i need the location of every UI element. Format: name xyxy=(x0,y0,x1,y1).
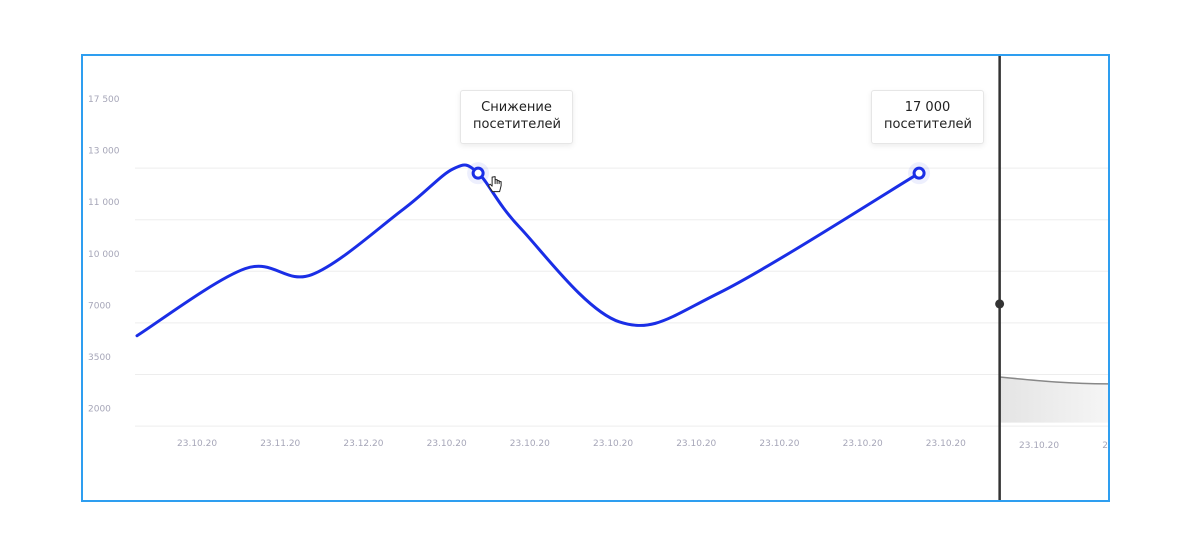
x-tick-label: 23.12.20 xyxy=(343,439,383,449)
y-tick-label: 17 500 xyxy=(88,95,120,105)
point-decline[interactable] xyxy=(471,166,485,180)
tooltip-visitors: 17 000 посетителей xyxy=(871,90,984,144)
y-tick-label: 13 000 xyxy=(88,147,120,157)
hand-pointer-icon xyxy=(488,176,502,193)
cursor-line-group[interactable] xyxy=(995,56,1005,502)
y-axis-ticks: 17 500 13 000 11 000 10 000 7000 3500 2000 xyxy=(88,95,120,415)
y-tick-label: 7000 xyxy=(88,301,111,311)
tooltip-visitors-line-1: 17 000 xyxy=(904,100,951,115)
x-tick-label: 23.10.20 xyxy=(177,439,217,449)
chart-grid xyxy=(135,167,1108,427)
y-tick-label: 10 000 xyxy=(88,250,120,260)
tooltip-decline-line-2: посетителей xyxy=(473,117,561,132)
highlight-points[interactable] xyxy=(467,162,931,185)
cursor-marker[interactable] xyxy=(995,299,1005,309)
x-tick-label: 23.10.20 xyxy=(510,439,550,449)
x-tick-label: 23.10.20 xyxy=(926,439,966,449)
tooltip-visitors-line-2: посетителей xyxy=(884,117,972,132)
x-tick-label: 23.10.20 xyxy=(676,439,716,449)
x-tick-label: 23.11.20 xyxy=(260,439,300,449)
x-tick-label: 23.10.20 xyxy=(593,439,633,449)
y-tick-label: 3500 xyxy=(88,353,111,363)
x-tick-label: 23.10.20 xyxy=(759,439,799,449)
shaded-area-edge xyxy=(999,376,1108,385)
y-tick-label: 2000 xyxy=(88,405,111,415)
x-axis-ticks: 23.10.20 23.11.20 23.12.20 23.10.20 23.10.20… xyxy=(177,439,1110,451)
series-line xyxy=(135,163,921,338)
shaded-area xyxy=(999,377,1108,423)
line-chart[interactable]: 17 500 13 000 11 000 10 000 7000 3500 2000 23.… xyxy=(83,56,1110,502)
shaded-area-region xyxy=(999,376,1108,423)
tooltip-decline-line-1: Снижение xyxy=(481,100,552,115)
x-tick-label: 23.10 xyxy=(1102,441,1110,451)
x-tick-label: 23.10.20 xyxy=(427,439,467,449)
chart-frame: 17 500 13 000 11 000 10 000 7000 3500 2000 23.… xyxy=(81,54,1110,502)
point-visitors[interactable] xyxy=(912,166,926,180)
x-tick-label: 23.10.20 xyxy=(1019,441,1059,451)
tooltip-decline: Снижение посетителей xyxy=(460,90,573,144)
y-tick-label: 11 000 xyxy=(88,198,120,208)
x-tick-label: 23.10.20 xyxy=(843,439,883,449)
series-lines xyxy=(135,163,921,338)
hand-pointer-icon-shape xyxy=(488,176,502,193)
